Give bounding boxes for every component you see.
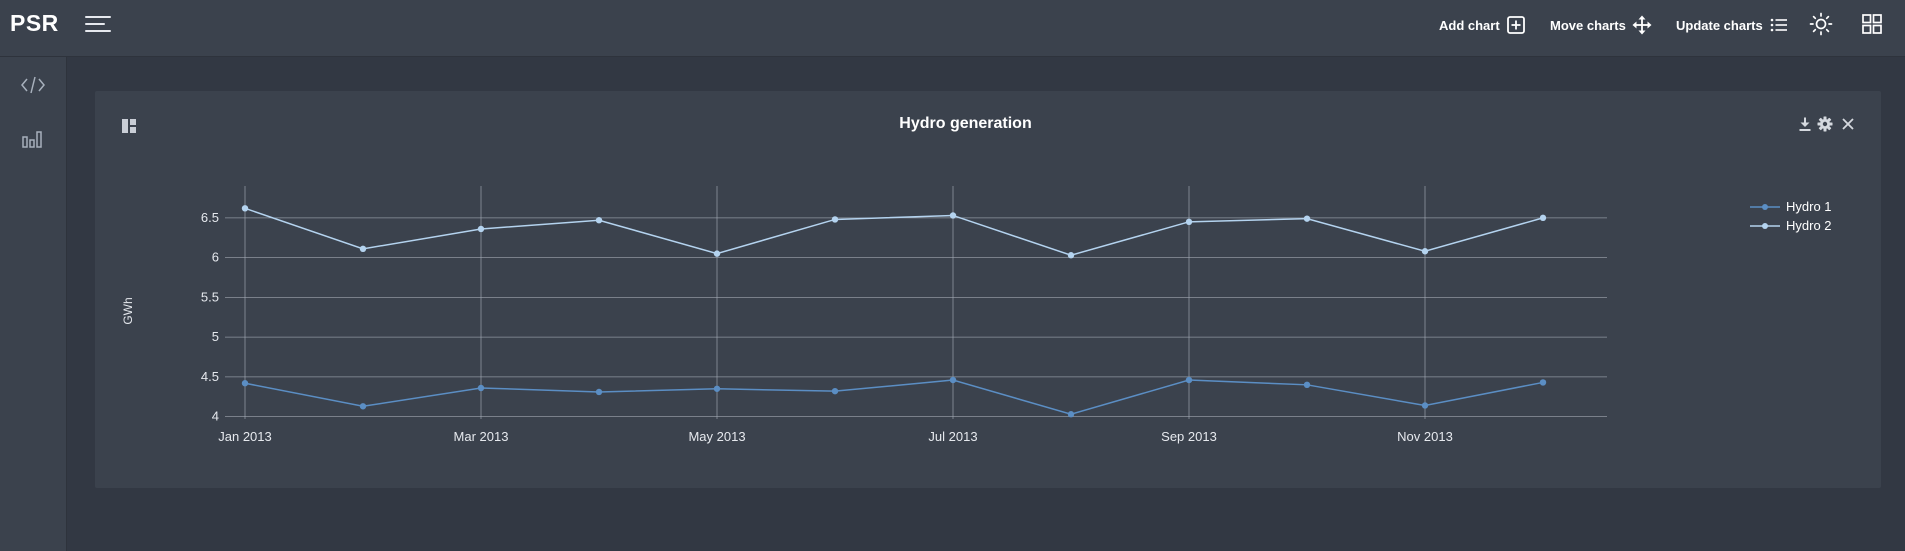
legend-label-hydro1: Hydro 1	[1786, 199, 1832, 214]
data-point	[477, 225, 485, 233]
data-point	[713, 250, 721, 257]
data-point	[1303, 381, 1311, 389]
data-point	[595, 217, 603, 224]
data-point	[477, 384, 485, 392]
list-icon	[1770, 18, 1787, 32]
sidebar	[0, 57, 67, 551]
series-line-2	[244, 207, 1544, 257]
legend-swatch-hydro1	[1750, 204, 1780, 210]
sidebar-item-code[interactable]	[20, 73, 46, 97]
x-tick-label: Mar 2013	[454, 429, 509, 444]
legend-label-hydro2: Hydro 2	[1786, 218, 1832, 233]
close-icon[interactable]	[1840, 116, 1856, 132]
x-tick-label: Nov 2013	[1397, 429, 1453, 444]
app-logo: PSR	[10, 10, 59, 36]
chart-panel: Hydro generation 4 4.5 5 5.5 6 6.5 Jan 2013 Mar…	[95, 91, 1881, 488]
x-tick-label: Jul 2013	[928, 429, 977, 444]
data-point	[595, 388, 603, 396]
data-point	[241, 380, 249, 387]
data-point	[1421, 248, 1429, 255]
top-bar: PSR Add chart Move charts Update charts	[0, 0, 1905, 57]
plus-square-icon	[1506, 16, 1525, 34]
data-point	[1421, 402, 1429, 409]
sun-icon	[1809, 12, 1833, 36]
x-tick-label: May 2013	[688, 429, 745, 444]
panel-layout-icon[interactable]	[121, 118, 137, 134]
data-point	[359, 403, 367, 410]
data-point	[359, 245, 367, 253]
y-tick-label: 6	[212, 250, 219, 265]
menu-toggle-button[interactable]	[85, 14, 111, 34]
update-charts-button[interactable]: Update charts	[1676, 13, 1789, 37]
y-tick-label: 4	[212, 409, 219, 424]
data-point	[1185, 218, 1193, 226]
y-tick-label: 5.5	[201, 289, 219, 304]
data-point	[1067, 411, 1075, 418]
data-point	[831, 387, 839, 395]
series-line-1	[244, 379, 1544, 416]
sidebar-item-charts[interactable]	[20, 127, 46, 151]
download-icon[interactable]	[1797, 116, 1813, 132]
data-point	[713, 385, 721, 392]
move-charts-label: Move charts	[1550, 17, 1626, 33]
data-point	[1185, 376, 1193, 384]
add-chart-label: Add chart	[1439, 17, 1500, 33]
y-tick-label: 6.5	[201, 210, 219, 225]
data-point	[949, 376, 957, 384]
line-chart: 4 4.5 5 5.5 6 6.5 Jan 2013 Mar 2013 May 2013 Jul …	[121, 186, 1607, 444]
x-tick-label: Jan 2013	[218, 429, 272, 444]
bar-chart-icon	[22, 131, 42, 148]
data-point	[1067, 252, 1075, 259]
hamburger-icon	[85, 16, 111, 18]
code-icon	[21, 76, 45, 94]
update-charts-label: Update charts	[1676, 17, 1763, 33]
data-point	[1303, 215, 1311, 222]
layout-grid-button[interactable]	[1860, 12, 1884, 36]
y-tick-label: 5	[212, 329, 219, 344]
data-point	[1539, 379, 1547, 386]
legend-swatch-hydro2	[1750, 223, 1780, 229]
data-point	[949, 212, 957, 219]
settings-gear-icon[interactable]	[1817, 116, 1833, 132]
move-charts-button[interactable]: Move charts	[1550, 13, 1652, 37]
chart-title: Hydro generation	[899, 115, 1032, 132]
y-tick-label: 4.5	[201, 369, 219, 384]
y-axis-label: GWh	[121, 297, 135, 324]
grid-icon	[1862, 14, 1882, 34]
add-chart-button[interactable]: Add chart	[1439, 13, 1526, 37]
data-point	[831, 216, 839, 223]
move-arrows-icon	[1632, 15, 1652, 35]
data-point	[1539, 214, 1547, 222]
x-tick-label: Sep 2013	[1161, 429, 1217, 444]
theme-toggle-button[interactable]	[1809, 12, 1833, 36]
data-point	[241, 205, 249, 212]
